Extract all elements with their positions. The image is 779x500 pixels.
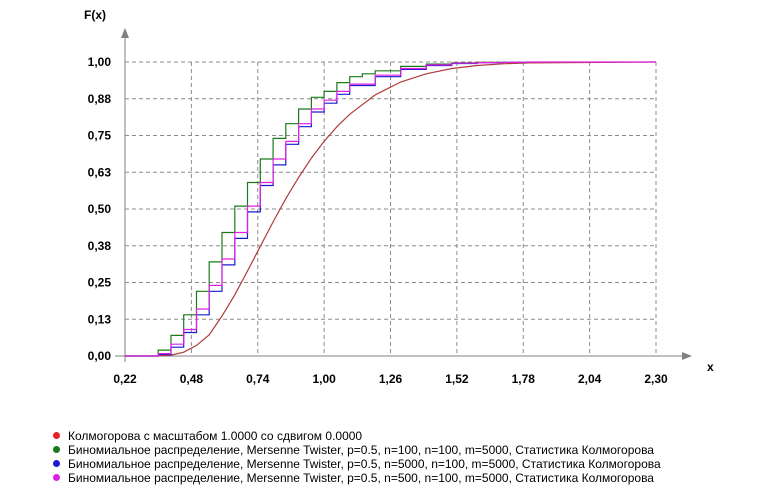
legend-item: Биномиальное распределение, Mersenne Twi… [52, 443, 772, 457]
y-axis-title: F(x) [84, 8, 106, 22]
grid [125, 61, 657, 356]
legend-marker-dot [53, 432, 60, 439]
y-tick-label: 0,13 [88, 312, 112, 326]
legend-label: Колмогорова с масштабом 1.0000 со сдвиго… [68, 429, 363, 443]
x-tick-labels: 0,22 0,48 0,74 1,00 1,26 1,52 1,78 2,04 2,30 [113, 372, 668, 386]
x-tick-label: 0,48 [180, 372, 204, 386]
y-tick-label: 1,00 [88, 55, 112, 69]
y-tick-label: 0,88 [88, 92, 112, 106]
x-tick-label: 0,74 [246, 372, 270, 386]
x-tick-label: 1,52 [445, 372, 469, 386]
legend-marker-dot [53, 474, 60, 481]
x-axis-title: x [707, 360, 714, 374]
y-tick-label: 0,00 [88, 349, 112, 363]
legend-item: Колмогорова с масштабом 1.0000 со сдвиго… [52, 429, 772, 443]
y-tick-label: 0,75 [88, 129, 112, 143]
series-lines [124, 61, 657, 357]
x-axis-arrow [682, 352, 692, 360]
x-tick-label: 0,22 [113, 372, 137, 386]
y-tick-labels: 0,00 0,13 0,25 0,38 0,50 0,63 0,75 0,88 1,00 [88, 55, 112, 363]
legend-marker-dot [53, 446, 60, 453]
x-tick-label: 1,78 [512, 372, 536, 386]
series-line-2 [125, 61, 504, 357]
x-tick-label: 2,30 [644, 372, 668, 386]
series-line-4 [125, 61, 656, 357]
legend-item: Биномиальное распределение, Mersenne Twi… [52, 471, 772, 485]
x-tick-label: 1,26 [379, 372, 403, 386]
legend-marker-dot [53, 460, 60, 467]
y-tick-label: 0,63 [88, 165, 112, 179]
chart: 0,22 0,48 0,74 1,00 1,26 1,52 1,78 2,04 2,30 0,0… [84, 8, 714, 386]
x-tick-label: 1,00 [312, 372, 336, 386]
axes [115, 28, 692, 362]
legend-label: Биномиальное распределение, Mersenne Twi… [68, 471, 654, 485]
y-tick-label: 0,25 [88, 276, 112, 290]
series-line-3 [125, 61, 529, 357]
y-tick-label: 0,50 [88, 202, 112, 216]
y-tick-label: 0,38 [88, 239, 112, 253]
series-line-1 [124, 61, 657, 357]
legend-item: Биномиальное распределение, Mersenne Twi… [52, 457, 772, 471]
legend-label: Биномиальное распределение, Mersenne Twi… [68, 457, 661, 471]
legend: Колмогорова с масштабом 1.0000 со сдвиго… [52, 429, 772, 485]
x-tick-label: 2,04 [578, 372, 602, 386]
legend-label: Биномиальное распределение, Mersenne Twi… [68, 443, 654, 457]
y-axis-arrow [121, 28, 129, 38]
